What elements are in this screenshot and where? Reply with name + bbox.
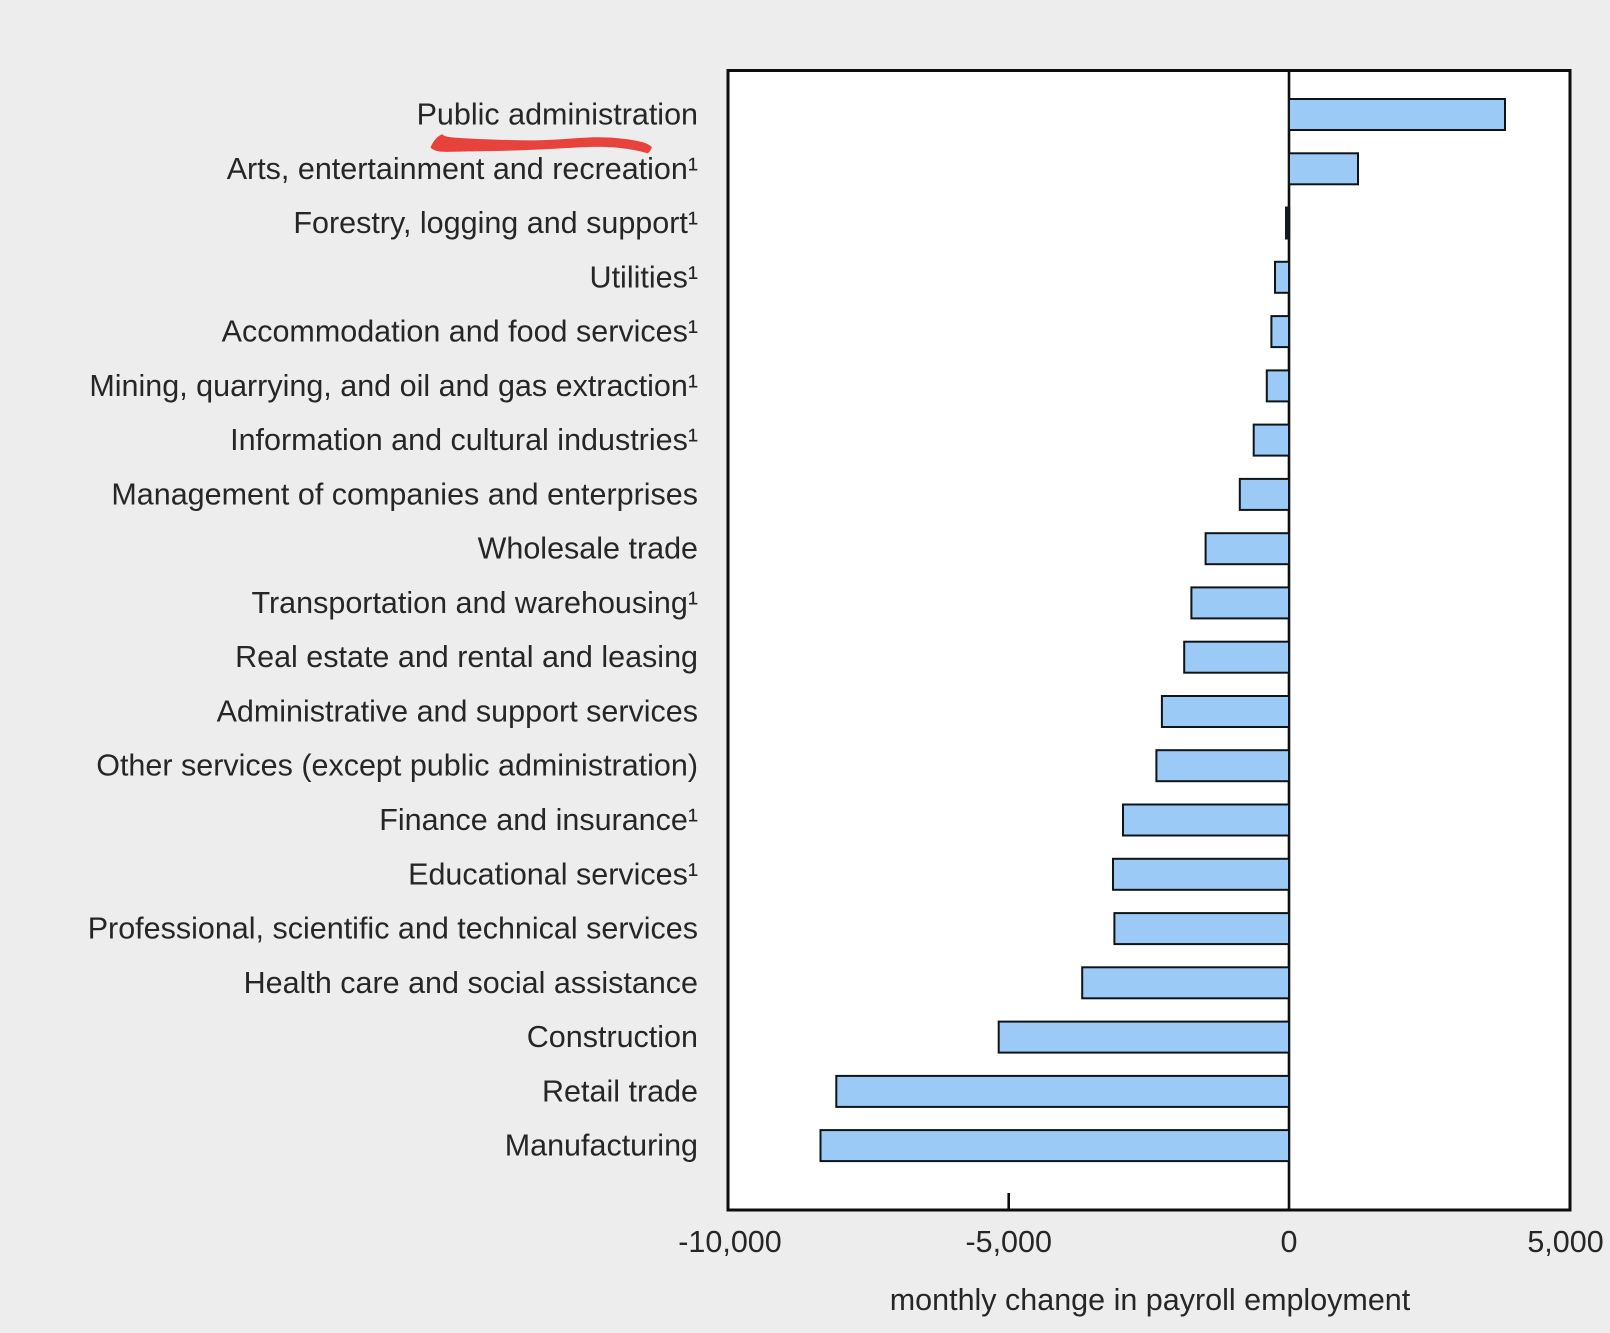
svg-text:Public administration: Public administration [417, 98, 698, 132]
svg-text:Forestry, logging and support¹: Forestry, logging and support¹ [293, 206, 698, 240]
svg-text:Information and cultural indus: Information and cultural industries¹ [230, 423, 698, 457]
svg-text:Real estate and rental and lea: Real estate and rental and leasing [235, 640, 698, 674]
svg-text:Transportation and warehousing: Transportation and warehousing¹ [252, 586, 698, 620]
svg-text:Arts, entertainment and recrea: Arts, entertainment and recreation¹ [227, 152, 698, 186]
svg-text:0: 0 [1281, 1225, 1298, 1259]
svg-text:Management of companies and en: Management of companies and enterprises [111, 477, 698, 511]
svg-text:Wholesale trade: Wholesale trade [478, 532, 698, 566]
svg-text:Accommodation and food service: Accommodation and food services¹ [222, 315, 698, 349]
svg-text:-5,000: -5,000 [965, 1225, 1051, 1259]
svg-text:Retail trade: Retail trade [542, 1074, 698, 1108]
svg-text:monthly change in payroll empl: monthly change in payroll employment [890, 1283, 1411, 1317]
svg-text:Administrative and support ser: Administrative and support services [217, 695, 698, 729]
svg-text:Construction: Construction [527, 1020, 698, 1054]
svg-text:-10,000: -10,000 [678, 1225, 781, 1259]
svg-text:Educational services¹: Educational services¹ [408, 857, 698, 891]
svg-text:Health care and social assista: Health care and social assistance [244, 966, 698, 1000]
svg-text:Professional, scientific and t: Professional, scientific and technical s… [88, 912, 698, 946]
svg-text:Mining, quarrying, and oil and: Mining, quarrying, and oil and gas extra… [89, 369, 698, 403]
svg-text:5,000: 5,000 [1527, 1225, 1603, 1259]
svg-text:Utilities¹: Utilities¹ [590, 260, 698, 294]
svg-text:Finance and insurance¹: Finance and insurance¹ [379, 803, 698, 837]
svg-text:Other services (except public: Other services (except public administra… [96, 749, 698, 783]
svg-text:Manufacturing: Manufacturing [505, 1129, 698, 1163]
